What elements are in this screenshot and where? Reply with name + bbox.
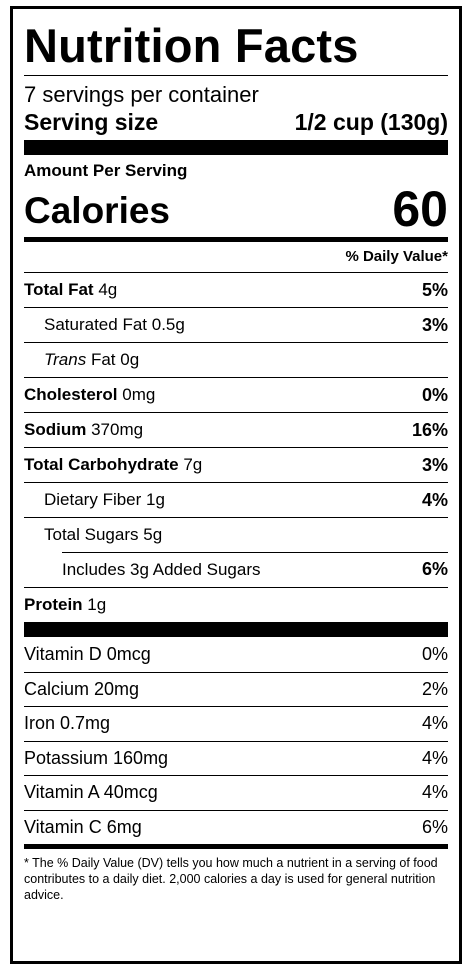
vitamin-name: Potassium 160mg xyxy=(24,747,169,768)
nutrient-amount: 0.5g xyxy=(151,315,185,334)
medium-divider xyxy=(24,237,448,242)
label-title: Nutrition Facts xyxy=(24,19,359,72)
nutrient-name-suffix: Fat xyxy=(90,350,116,369)
vitamin-name: Calcium 20mg xyxy=(24,678,140,699)
daily-value-header: % Daily Value* xyxy=(345,248,448,265)
vitamin-name: Vitamin A 40mcg xyxy=(24,782,158,803)
nutrient-amount: 1g xyxy=(146,490,165,509)
calories-row: Calories 60 xyxy=(24,181,448,237)
vitamin-dv: 6% xyxy=(421,816,448,837)
nutrient-dv: 4% xyxy=(421,489,448,510)
thick-divider xyxy=(24,622,448,637)
nutrient-name: Cholesterol xyxy=(24,385,118,404)
calories-value: 60 xyxy=(392,181,448,237)
nutrient-amount: 370mg xyxy=(91,420,144,439)
calories-label: Calories xyxy=(24,190,171,231)
nutrient-name: Sodium xyxy=(24,420,87,439)
vitamin-dv: 4% xyxy=(421,782,448,803)
vitamin-dv: 4% xyxy=(421,713,448,734)
nutrient-amount: 0g xyxy=(120,350,140,369)
vitamin-dv: 0% xyxy=(421,643,448,664)
nutrient-name: Includes 3g Added Sugars xyxy=(62,559,261,579)
serving-size-value: 1/2 cup (130g) xyxy=(294,109,448,135)
nutrient-row-sodium: Sodium 370mg 16% xyxy=(24,412,448,447)
vitamin-row-vitamin-c: Vitamin C 6mg 6% xyxy=(24,809,448,845)
nutrient-row-saturated-fat: Saturated Fat 0.5g 3% xyxy=(24,307,448,342)
nutrient-row-total-fat: Total Fat 4g 5% xyxy=(24,272,448,307)
vitamin-row-vitamin-d: Vitamin D 0mcg 0% xyxy=(24,637,448,672)
nutrient-name: Total Carbohydrate xyxy=(24,455,179,474)
nutrient-amount: 5g xyxy=(143,525,163,544)
nutrient-dv: 5% xyxy=(421,279,448,300)
nutrient-dv: 3% xyxy=(421,454,448,475)
nutrient-name: Protein xyxy=(24,595,83,614)
nutrient-amount: 1g xyxy=(87,595,107,614)
servings-per-container: 7 servings per container xyxy=(24,82,259,107)
amount-per-serving: Amount Per Serving xyxy=(24,161,188,180)
medium-divider xyxy=(24,844,448,849)
nutrient-name: Trans xyxy=(44,350,87,369)
vitamin-name: Vitamin D 0mcg xyxy=(24,643,151,664)
vitamin-row-iron: Iron 0.7mg 4% xyxy=(24,706,448,741)
nutrient-dv: 6% xyxy=(421,559,448,579)
nutrient-name: Total Fat xyxy=(24,280,94,299)
vitamin-dv: 2% xyxy=(421,678,448,699)
nutrient-dv: 16% xyxy=(411,419,448,440)
vitamin-name: Iron 0.7mg xyxy=(24,713,111,734)
nutrient-row-total-carbohydrate: Total Carbohydrate 7g 3% xyxy=(24,447,448,482)
nutrient-row-trans-fat: Trans Fat 0g xyxy=(24,342,448,377)
nutrition-facts-label: Nutrition Facts 7 servings per container… xyxy=(10,6,462,964)
thick-divider xyxy=(24,140,448,155)
vitamin-dv: 4% xyxy=(421,747,448,768)
serving-size-row: Serving size 1/2 cup (130g) xyxy=(24,108,448,140)
vitamin-name: Vitamin C 6mg xyxy=(24,816,142,837)
nutrient-dv: 0% xyxy=(421,384,448,405)
nutrient-row-protein: Protein 1g xyxy=(24,587,448,622)
nutrient-dv: 3% xyxy=(421,314,448,335)
nutrient-name: Total Sugars xyxy=(44,525,139,544)
nutrient-row-total-sugars: Total Sugars 5g xyxy=(24,517,448,552)
nutrient-row-dietary-fiber: Dietary Fiber 1g 4% xyxy=(24,482,448,517)
nutrient-name: Dietary Fiber xyxy=(44,490,142,509)
nutrient-row-added-sugars: Includes 3g Added Sugars 6% xyxy=(24,552,448,587)
nutrient-row-cholesterol: Cholesterol 0mg 0% xyxy=(24,377,448,412)
footnote: * The % Daily Value (DV) tells you how m… xyxy=(24,856,438,902)
vitamin-row-calcium: Calcium 20mg 2% xyxy=(24,671,448,707)
vitamin-row-potassium: Potassium 160mg 4% xyxy=(24,740,448,776)
nutrient-amount: 0mg xyxy=(122,385,156,404)
nutrient-name: Saturated Fat xyxy=(44,315,148,334)
divider xyxy=(24,75,448,76)
nutrient-amount: 4g xyxy=(98,280,118,299)
serving-size-label: Serving size xyxy=(24,109,159,135)
vitamin-row-vitamin-a: Vitamin A 40mcg 4% xyxy=(24,775,448,810)
nutrient-amount: 7g xyxy=(183,455,203,474)
